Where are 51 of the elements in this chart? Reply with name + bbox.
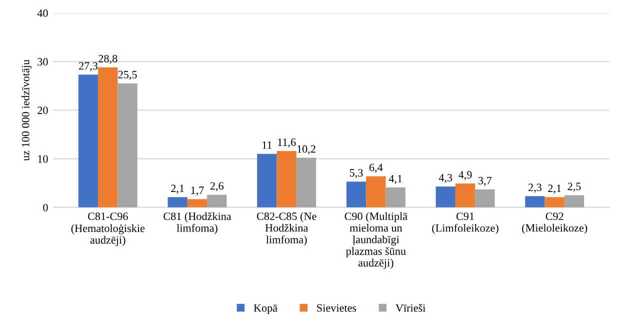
- data-label: 4,3: [438, 174, 452, 184]
- y-tick-label: 20: [38, 106, 48, 114]
- y-tick-label: 10: [38, 155, 48, 163]
- x-tick-label: C91 (Limfoleikoze): [432, 212, 498, 234]
- y-tick-label: 40: [37, 9, 48, 17]
- data-label: 2,1: [171, 184, 184, 194]
- y-tick-label: 0: [43, 204, 48, 212]
- y-tick-label: 30: [38, 58, 48, 66]
- legend-label: Vīrieši: [396, 304, 426, 312]
- data-label: 27,3: [79, 62, 98, 72]
- bar: [386, 187, 406, 208]
- bar: [207, 194, 227, 208]
- data-label: 11,6: [278, 138, 296, 148]
- data-label: 3,7: [478, 176, 492, 186]
- data-label: 1,7: [191, 186, 204, 196]
- data-label: 28,8: [98, 54, 118, 64]
- bar: [296, 158, 316, 208]
- data-label: 10,2: [297, 145, 316, 154]
- bar: [346, 182, 366, 208]
- x-tick-label: C81 (Hodžkina limfoma): [164, 212, 232, 234]
- y-axis-title: uz 100 000 iedzīvotāju: [22, 60, 32, 161]
- data-label: 25,5: [118, 70, 137, 80]
- data-label: 11: [262, 141, 272, 149]
- data-label: 4,1: [388, 174, 402, 184]
- bar: [98, 67, 118, 208]
- bar: [276, 150, 296, 208]
- bar: [564, 195, 584, 208]
- bar: [544, 197, 564, 208]
- bar: [187, 199, 208, 208]
- data-label: 2,5: [568, 182, 581, 192]
- bar: [257, 154, 277, 208]
- bar: [78, 74, 98, 208]
- data-label: 4,9: [458, 171, 472, 180]
- legend-label: Kopā: [254, 304, 278, 314]
- legend-label: Sievietes: [317, 304, 356, 312]
- data-label: 6,4: [369, 164, 383, 173]
- data-label: 2,1: [548, 184, 561, 194]
- data-label: 2,3: [528, 184, 542, 193]
- bar: [525, 196, 545, 208]
- bar: [455, 184, 476, 208]
- data-label: 5,3: [350, 169, 363, 178]
- x-tick-label: C92 (Mieloleikoze): [522, 212, 588, 234]
- bar: [366, 176, 386, 208]
- x-tick-label: C82-C85 (Ne Hodžkina limfoma): [256, 212, 316, 246]
- bar: [168, 197, 188, 208]
- x-tick-label: C81-C96 (Hematoloģiskie audzēji): [71, 212, 145, 246]
- x-tick-label: C90 (Multiplā mieloma un ļaundabīgi plazmas šūnu audzēji): [344, 212, 408, 269]
- bar: [436, 186, 456, 208]
- bar: [475, 189, 495, 208]
- data-label: 2,6: [210, 182, 224, 192]
- bar: [118, 83, 138, 208]
